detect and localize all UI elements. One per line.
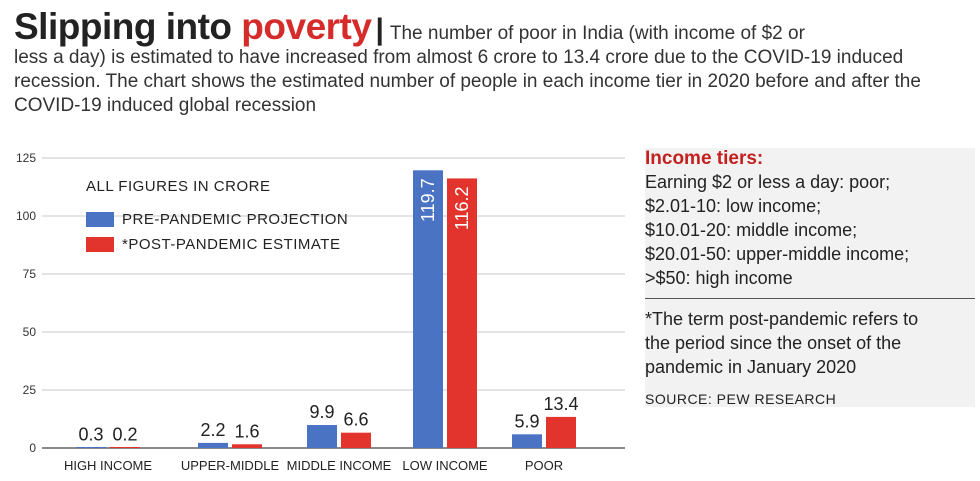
data-label: 5.9 — [514, 411, 539, 431]
y-tick-label: 25 — [23, 383, 37, 397]
legend-label-post-pandemic: *POST-PANDEMIC ESTIMATE — [122, 236, 341, 253]
headline: Slipping into poverty — [14, 6, 372, 47]
income-tiers-panel: Income tiers: Earning $2 or less a day: … — [645, 148, 975, 407]
data-label: 13.4 — [543, 394, 578, 414]
standfirst: less a day) is estimated to have increas… — [14, 47, 921, 116]
bar-chart: 0 25 50 75 100 125 0.3 0.2 2.2 1.6 9.9 6.6 119.7 116… — [16, 151, 625, 473]
data-label: 2.2 — [200, 420, 225, 440]
data-label: 0.2 — [112, 425, 137, 445]
y-tick-label: 50 — [23, 325, 37, 339]
data-label: 1.6 — [234, 421, 259, 441]
bar-post — [546, 416, 576, 448]
bar-post — [232, 444, 262, 448]
legend: ALL FIGURES IN CRORE PRE-PANDEMIC PROJEC… — [86, 178, 348, 261]
legend-swatch-post-pandemic — [86, 237, 114, 252]
tier-high-income: >$50: high income — [645, 268, 793, 288]
y-tick-label: 125 — [16, 151, 36, 165]
category-label: MIDDLE INCOME — [287, 458, 392, 473]
y-tick-labels: 0 25 50 75 100 125 — [16, 151, 36, 455]
legend-swatch-pre-pandemic — [86, 212, 114, 227]
tier-upper-middle-income: $20.01-50: upper-middle income; — [645, 244, 910, 264]
bars — [76, 170, 576, 448]
data-label: 0.3 — [78, 424, 103, 444]
headline-main: Slipping into — [14, 6, 242, 47]
header-separator: | — [375, 13, 384, 46]
category-labels: HIGH INCOME UPPER-MIDDLE MIDDLE INCOME LOW … — [64, 458, 563, 473]
data-label: 119.7 — [418, 178, 438, 222]
bar-post — [447, 178, 477, 448]
tier-middle-income: $10.01-20: middle income; — [645, 220, 858, 240]
chart-annotation: ALL FIGURES IN CRORE — [86, 178, 271, 195]
legend-item-pre-pandemic: PRE-PANDEMIC PROJECTION — [86, 211, 348, 228]
tier-poor: Earning $2 or less a day: poor; — [645, 172, 891, 192]
category-label: LOW INCOME — [402, 458, 488, 473]
header: Slipping into poverty | The number of poor… — [14, 6, 974, 118]
data-label: 116.2 — [452, 186, 472, 230]
legend-item-post-pandemic: *POST-PANDEMIC ESTIMATE — [86, 236, 348, 253]
divider — [645, 298, 975, 299]
tier-low-income: $2.01-10: low income; — [645, 196, 822, 216]
bar-pre — [76, 447, 106, 448]
y-tick-label: 75 — [23, 267, 37, 281]
bar-pre — [413, 170, 443, 448]
category-label: UPPER-MIDDLE — [181, 458, 280, 473]
y-tick-label: 0 — [29, 441, 36, 455]
bar-pre — [512, 434, 542, 448]
bar-pre — [198, 442, 228, 448]
bar-post — [341, 432, 371, 448]
y-tick-label: 100 — [16, 209, 36, 223]
data-label: 9.9 — [309, 402, 334, 422]
source-credit: SOURCE: PEW RESEARCH — [645, 391, 837, 407]
data-label: 6.6 — [343, 410, 368, 430]
data-labels: 0.3 0.2 2.2 1.6 9.9 6.6 119.7 116.2 5.913.4 — [78, 178, 578, 444]
category-label: POOR — [525, 458, 563, 473]
bar-post — [110, 447, 140, 448]
category-label: HIGH INCOME — [64, 458, 152, 473]
bar-pre — [307, 425, 337, 448]
headline-accent: poverty — [241, 6, 372, 47]
legend-label-pre-pandemic: PRE-PANDEMIC PROJECTION — [122, 211, 349, 228]
income-tiers-title: Income tiers: — [645, 148, 764, 169]
footnote: *The term post-pandemic refers to the pe… — [645, 309, 919, 377]
headline-line: Slipping into poverty | The number of poor… — [14, 6, 974, 48]
standfirst-first-line: The number of poor in India (with income… — [389, 23, 805, 44]
